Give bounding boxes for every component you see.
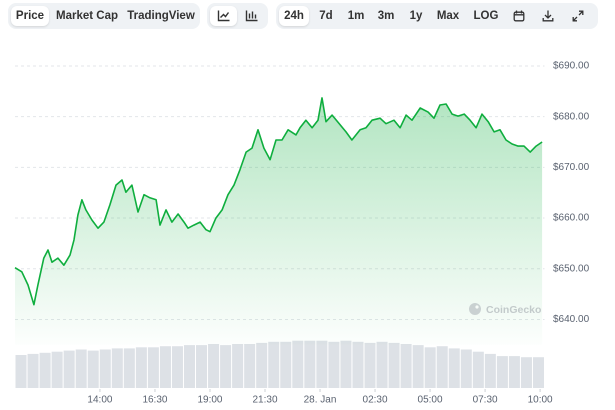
download-icon bbox=[542, 10, 554, 22]
y-tick-label: $660.00 bbox=[553, 213, 590, 224]
volume-bar bbox=[220, 345, 232, 388]
volume-bar bbox=[208, 344, 220, 388]
volume-bar bbox=[292, 340, 304, 388]
volume-bar bbox=[280, 341, 292, 388]
x-tick-label: 19:00 bbox=[197, 395, 222, 406]
range-button[interactable]: 24h bbox=[279, 6, 309, 26]
volume-bar bbox=[111, 348, 123, 388]
volume-bar bbox=[364, 342, 376, 388]
expand-button[interactable] bbox=[566, 6, 590, 26]
x-tick-label: 21:30 bbox=[252, 395, 277, 406]
volume-bar bbox=[472, 351, 484, 388]
volume-bar bbox=[532, 357, 544, 388]
range-button[interactable]: Max bbox=[436, 10, 460, 22]
download-button[interactable] bbox=[536, 6, 560, 26]
volume-bar bbox=[328, 341, 340, 388]
line-icon bbox=[217, 10, 229, 22]
volume-bar bbox=[376, 341, 388, 388]
volume-bar bbox=[27, 353, 39, 388]
volume-bar bbox=[63, 350, 75, 388]
x-tick-label: 07:30 bbox=[473, 395, 498, 406]
volume-bar bbox=[159, 346, 171, 388]
x-tick-label: 05:00 bbox=[418, 395, 443, 406]
candle-icon bbox=[245, 10, 257, 22]
volume-bar bbox=[436, 346, 448, 388]
volume-bar bbox=[232, 344, 244, 388]
y-tick-label: $680.00 bbox=[553, 111, 590, 122]
volume-bar bbox=[87, 350, 99, 388]
volume-bar bbox=[340, 340, 352, 388]
volume-bar bbox=[244, 344, 256, 388]
volume-bar bbox=[316, 340, 328, 388]
volume-bar bbox=[123, 348, 135, 388]
volume-bar bbox=[51, 351, 63, 388]
volume-bar bbox=[171, 346, 183, 388]
volume-bar bbox=[496, 356, 508, 388]
volume-bar bbox=[99, 349, 111, 388]
x-tick-label: 16:30 bbox=[142, 395, 167, 406]
volume-bar bbox=[75, 349, 87, 388]
y-tick-label: $670.00 bbox=[553, 162, 590, 173]
y-tick-label: $690.00 bbox=[553, 61, 590, 72]
volume-bar bbox=[39, 352, 51, 388]
view-button[interactable]: Market Cap bbox=[56, 10, 118, 22]
expand-icon bbox=[572, 10, 584, 22]
volume-bar bbox=[388, 342, 400, 388]
range-button[interactable]: 7d bbox=[319, 10, 333, 22]
area-fill bbox=[15, 97, 543, 345]
y-tick-label: $640.00 bbox=[553, 314, 590, 325]
volume-bar bbox=[256, 342, 268, 388]
volume-bar bbox=[15, 355, 27, 388]
volume-bar bbox=[400, 344, 412, 388]
range-group: 24h 7d 1m 3m 1y Max LOG bbox=[276, 3, 598, 29]
volume-bar bbox=[183, 345, 196, 388]
range-button[interactable]: LOG bbox=[473, 10, 499, 22]
volume-bar bbox=[448, 348, 460, 388]
price-line bbox=[14, 97, 543, 306]
volume-bar bbox=[352, 341, 364, 388]
volume-bar bbox=[412, 345, 424, 388]
line-icon-button[interactable] bbox=[210, 6, 237, 26]
view-button[interactable]: TradingView bbox=[127, 10, 195, 22]
calendar-button[interactable] bbox=[507, 6, 531, 26]
volume-bar bbox=[135, 347, 147, 388]
range-button[interactable]: 1m bbox=[347, 10, 365, 22]
volume-bar bbox=[147, 347, 159, 388]
y-tick-label: $650.00 bbox=[553, 263, 590, 274]
volume-bar bbox=[196, 345, 208, 388]
volume-bar bbox=[304, 340, 316, 388]
volume-bar bbox=[424, 347, 436, 388]
volume-bar bbox=[520, 357, 532, 388]
volume-bar bbox=[460, 349, 472, 388]
volume-bar bbox=[508, 356, 520, 388]
candle-icon-button[interactable] bbox=[238, 6, 265, 26]
x-tick-label: 02:30 bbox=[363, 395, 388, 406]
view-button[interactable]: Price bbox=[11, 6, 49, 26]
view-group: Price Market Cap TradingView bbox=[8, 3, 200, 29]
volume-bar bbox=[268, 341, 280, 388]
watermark-text: CoinGecko bbox=[486, 304, 541, 316]
calendar-icon bbox=[513, 10, 525, 22]
volume-bar bbox=[484, 353, 496, 388]
type-group bbox=[207, 3, 268, 29]
x-tick-label: 28. Jan bbox=[304, 395, 337, 406]
range-button[interactable]: 3m bbox=[377, 10, 395, 22]
x-tick-label: 14:00 bbox=[87, 395, 112, 406]
range-button[interactable]: 1y bbox=[409, 10, 423, 22]
watermark: CoinGecko bbox=[469, 303, 541, 316]
x-tick-label: 10:00 bbox=[528, 395, 553, 406]
